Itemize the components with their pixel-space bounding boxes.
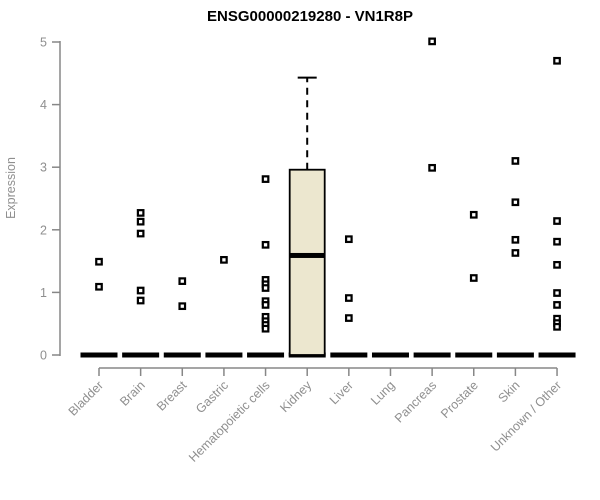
data-point bbox=[136, 286, 145, 295]
x-tick-label: Skin bbox=[495, 378, 522, 405]
x-tick-label: Hematopoietic cells bbox=[186, 378, 273, 465]
data-point bbox=[511, 249, 520, 257]
data-point bbox=[553, 289, 561, 297]
x-tick-label: Gastric bbox=[193, 378, 231, 416]
box bbox=[288, 168, 326, 356]
zero-expression-dash bbox=[455, 352, 493, 358]
x-tick-label: Unknown / Other bbox=[488, 378, 564, 454]
data-point bbox=[95, 257, 103, 266]
x-tick-label: Prostate bbox=[438, 378, 481, 421]
x-tick-label: Breast bbox=[154, 378, 190, 414]
data-point bbox=[553, 217, 561, 225]
data-point bbox=[428, 163, 436, 172]
data-point bbox=[261, 301, 270, 309]
zero-expression-dash bbox=[496, 352, 534, 358]
chart-title: ENSG00000219280 - VN1R8P bbox=[207, 8, 413, 25]
data-point bbox=[553, 261, 561, 269]
data-point bbox=[136, 229, 145, 238]
data-point bbox=[469, 210, 478, 219]
data-point bbox=[261, 240, 270, 249]
data-point bbox=[261, 175, 270, 183]
zero-expression-dash bbox=[330, 352, 368, 358]
data-point bbox=[553, 56, 561, 65]
data-point bbox=[178, 302, 187, 311]
data-point bbox=[469, 274, 478, 282]
data-point bbox=[261, 324, 270, 333]
data-point bbox=[136, 296, 145, 305]
data-point bbox=[344, 235, 353, 244]
zero-expression-dash bbox=[413, 352, 451, 358]
zero-expression-dash bbox=[371, 352, 409, 358]
data-point bbox=[95, 282, 103, 291]
y-tick-label: 1 bbox=[40, 286, 47, 300]
zero-expression-dash bbox=[205, 352, 243, 358]
x-tick-label: Kidney bbox=[277, 378, 314, 415]
x-tick-label: Liver bbox=[327, 378, 356, 407]
y-tick-label: 4 bbox=[40, 98, 47, 112]
data-point bbox=[511, 198, 520, 207]
data-point bbox=[511, 157, 520, 165]
x-tick-label: Lung bbox=[368, 378, 398, 408]
data-point bbox=[344, 294, 353, 302]
data-point bbox=[136, 217, 145, 226]
data-point bbox=[178, 277, 187, 285]
y-tick-label: 0 bbox=[40, 349, 47, 363]
y-tick-label: 2 bbox=[40, 223, 47, 237]
data-point bbox=[553, 237, 561, 246]
data-point bbox=[261, 284, 270, 292]
y-tick-label: 5 bbox=[40, 36, 47, 50]
zero-expression-dash bbox=[122, 352, 160, 358]
data-point bbox=[511, 235, 520, 244]
data-point bbox=[220, 255, 228, 264]
zero-expression-dash bbox=[163, 352, 201, 358]
y-tick-label: 3 bbox=[40, 161, 47, 175]
data-point bbox=[553, 322, 561, 331]
data-point bbox=[428, 37, 436, 46]
x-tick-label: Pancreas bbox=[392, 378, 439, 425]
data-point bbox=[344, 314, 353, 322]
median-line bbox=[289, 252, 325, 258]
zero-expression-dash bbox=[80, 352, 118, 358]
x-tick-label: Brain bbox=[117, 378, 148, 409]
zero-expression-dash bbox=[247, 352, 285, 358]
data-point bbox=[553, 301, 561, 309]
x-tick-label: Bladder bbox=[66, 378, 106, 418]
data-point bbox=[136, 209, 145, 217]
zero-expression-dash bbox=[538, 352, 576, 358]
